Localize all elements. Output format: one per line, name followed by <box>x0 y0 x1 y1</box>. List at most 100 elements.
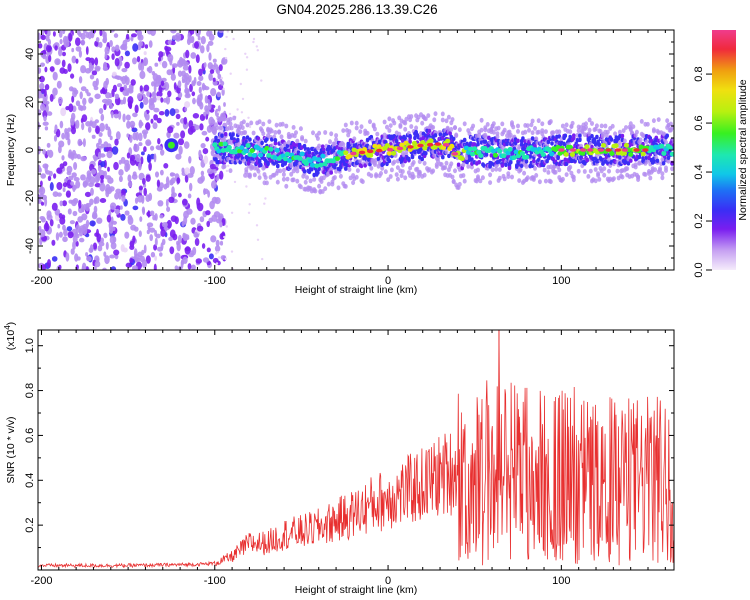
noise-blob <box>94 183 102 188</box>
noise-blob <box>174 265 179 270</box>
signal-halo <box>269 128 274 134</box>
noise-blob <box>45 220 48 230</box>
noise-blob <box>193 231 199 238</box>
signal-halo <box>466 164 471 169</box>
noise-blob <box>129 240 135 248</box>
noise-blob <box>190 264 196 270</box>
noise-dot <box>215 78 219 82</box>
signal-halo <box>534 173 539 178</box>
noise-blob <box>39 216 45 220</box>
noise-blob <box>173 82 177 90</box>
signal-band <box>413 150 417 155</box>
noise-blob <box>138 121 144 127</box>
y-tick-label: 1.0 <box>24 338 36 353</box>
signal-core <box>411 140 417 146</box>
noise-blob <box>102 267 107 270</box>
signal-halo <box>394 172 399 178</box>
noise-blob <box>74 231 79 237</box>
signal-peak <box>587 148 594 152</box>
noise-blob <box>191 80 196 86</box>
signal-halo <box>615 168 620 174</box>
noise-dot <box>224 47 227 51</box>
noise-blob <box>167 40 172 45</box>
noise-blob <box>153 263 157 270</box>
noise-blob <box>75 119 80 129</box>
signal-band <box>655 158 660 163</box>
signal-halo <box>305 175 309 180</box>
signal-halo <box>241 119 246 125</box>
noise-blob <box>109 135 113 141</box>
signal-band <box>310 167 314 172</box>
noise-blob <box>75 224 81 233</box>
noise-blob <box>58 231 63 238</box>
signal-halo <box>645 121 650 127</box>
signal-band <box>484 152 489 157</box>
noise-blob <box>183 236 190 241</box>
signal-halo <box>590 121 594 126</box>
signal-halo <box>222 164 227 169</box>
signal-halo <box>502 176 507 182</box>
noise-blob <box>99 182 106 192</box>
noise-blob <box>107 128 112 138</box>
noise-blob <box>87 126 92 133</box>
signal-halo <box>249 120 254 126</box>
colorbar-tick-label: 0.4 <box>693 164 705 179</box>
noise-blob <box>120 213 126 221</box>
noise-blob <box>44 126 49 131</box>
noise-blob <box>130 224 137 231</box>
noise-blob <box>190 52 197 59</box>
signal-halo <box>540 121 545 127</box>
signal-core <box>251 153 257 158</box>
signal-core <box>243 148 249 154</box>
signal-halo <box>267 119 272 124</box>
noise-blob <box>152 122 158 130</box>
signal-band <box>221 155 226 160</box>
noise-blob <box>137 34 144 41</box>
signal-core <box>467 146 474 152</box>
signal-core <box>386 151 392 156</box>
signal-halo <box>488 172 493 178</box>
signal-halo <box>411 160 416 165</box>
noise-blob <box>148 102 155 111</box>
signal-halo <box>588 168 593 174</box>
noise-blob <box>124 61 130 69</box>
signal-halo <box>602 166 607 172</box>
noise-blob <box>51 202 58 211</box>
noise-blob <box>78 76 83 84</box>
signal-core <box>555 144 561 150</box>
noise-blob <box>157 76 162 83</box>
noise-dot <box>261 257 264 261</box>
signal-band <box>408 139 412 144</box>
noise-blob <box>118 110 122 120</box>
noise-blob <box>160 149 165 156</box>
noise-blob <box>120 244 125 252</box>
signal-halo <box>479 117 484 123</box>
signal-halo <box>369 173 374 179</box>
signal-band <box>451 136 456 141</box>
noise-blob <box>40 62 45 67</box>
colorbar-tick-label: 0.6 <box>693 115 705 130</box>
noise-blob <box>201 130 208 136</box>
noise-blob <box>206 247 211 253</box>
noise-blob <box>154 229 158 237</box>
x-tick-label: 0 <box>385 275 391 287</box>
noise-blob <box>219 170 224 180</box>
noise-blob <box>76 30 81 36</box>
noise-blob <box>215 239 220 247</box>
noise-blob <box>81 262 87 270</box>
noise-dot <box>256 49 259 52</box>
signal-halo <box>653 167 658 173</box>
noise-blob <box>174 252 181 262</box>
signal-band <box>424 151 428 156</box>
noise-blob <box>212 58 217 63</box>
signal-band <box>410 154 415 160</box>
noise-blob <box>168 196 175 203</box>
noise-blob <box>55 232 60 241</box>
signal-halo <box>587 127 592 133</box>
noise-blob <box>91 70 98 76</box>
signal-halo <box>467 131 472 137</box>
noise-blob <box>40 201 45 206</box>
noise-dot <box>239 82 242 86</box>
noise-blob <box>149 227 156 233</box>
signal-halo <box>275 179 280 185</box>
